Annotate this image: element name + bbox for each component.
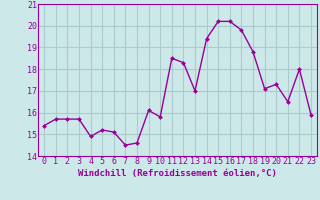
X-axis label: Windchill (Refroidissement éolien,°C): Windchill (Refroidissement éolien,°C) [78, 169, 277, 178]
